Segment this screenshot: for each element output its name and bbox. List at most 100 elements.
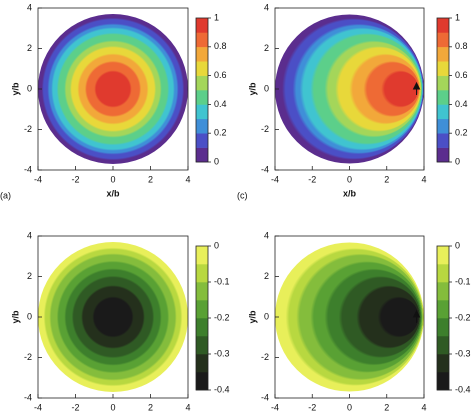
colorbar-tick-label: -0.2 — [214, 312, 230, 322]
panel-label: (c) — [237, 190, 248, 200]
colorbar-tick-label: 0.2 — [214, 128, 227, 138]
colorbar-band — [437, 300, 449, 319]
x-tick-label: 0 — [110, 174, 115, 184]
x-tick-label: -4 — [271, 174, 279, 184]
y-tick-label: -4 — [261, 164, 269, 174]
colorbar-band — [196, 32, 208, 48]
y-tick-label: 0 — [27, 311, 32, 321]
colorbar-frame — [436, 17, 450, 163]
colorbar-tick-label: 0 — [455, 240, 460, 250]
x-tick-label: 4 — [421, 174, 426, 184]
y-tick-label: -2 — [24, 124, 32, 134]
colorbar-tick-label: 0 — [214, 240, 219, 250]
y-tick-label: -4 — [24, 392, 32, 402]
colorbar-band — [437, 336, 449, 355]
colorbar-band — [437, 147, 449, 163]
x-tick-label: -4 — [34, 174, 42, 184]
colorbar-band — [196, 318, 208, 337]
colorbar-band — [437, 133, 449, 148]
y-tick-label: 0 — [264, 311, 269, 321]
colorbar-band — [437, 282, 449, 301]
colorbar-tick-label: -0.1 — [455, 276, 471, 286]
colorbar-tick-label: 0 — [214, 156, 219, 166]
x-tick-label: -4 — [34, 402, 42, 412]
colorbar-band — [196, 372, 208, 391]
colorbar-band — [437, 61, 449, 76]
x-tick-label: -2 — [308, 402, 316, 412]
colorbar-tick-label: -0.3 — [455, 348, 471, 358]
colorbar-tick-label: -0.4 — [455, 384, 471, 394]
y-tick-label: 4 — [27, 230, 32, 240]
y-tick-label: 4 — [27, 2, 32, 12]
y-tick-label: 2 — [264, 271, 269, 281]
colorbar-band — [196, 300, 208, 319]
y-tick-label: -2 — [261, 352, 269, 362]
y-tick-label: -2 — [261, 124, 269, 134]
colorbar-band — [437, 264, 449, 283]
y-tick-label: 2 — [27, 271, 32, 281]
x-axis-label: x/b — [106, 416, 120, 418]
marker-arrow — [412, 81, 421, 95]
panel-label: (a) — [0, 190, 11, 200]
marker-arrow — [412, 309, 421, 323]
x-tick-label: 0 — [347, 402, 352, 412]
colorbar-band — [196, 90, 208, 105]
x-tick-label: -2 — [308, 174, 316, 184]
colorbar-band — [437, 372, 449, 391]
field-disk — [275, 242, 424, 392]
field-disk — [275, 14, 424, 164]
y-tick-label: 2 — [264, 43, 269, 53]
colorbar-band — [196, 75, 208, 91]
colorbar-tick-label: 0.8 — [455, 41, 468, 51]
y-tick-label: -4 — [24, 164, 32, 174]
y-axis-label: y/b — [247, 310, 257, 324]
colorbar-band — [196, 104, 208, 120]
y-axis-label: y/b — [10, 82, 20, 96]
y-tick-label: 2 — [27, 43, 32, 53]
x-tick-label: 4 — [421, 402, 426, 412]
colorbar-band — [196, 264, 208, 283]
colorbar-tick-label: 0.4 — [214, 99, 227, 109]
y-tick-label: -2 — [24, 352, 32, 362]
colorbar-band — [437, 18, 449, 33]
colorbar-band — [437, 118, 449, 134]
x-tick-label: -4 — [271, 402, 279, 412]
y-tick-label: -4 — [261, 392, 269, 402]
colorbar-band — [437, 104, 449, 120]
colorbar-tick-label: -0.2 — [455, 312, 471, 322]
colorbar-tick-label: -0.1 — [214, 276, 230, 286]
colorbar-band — [196, 147, 208, 163]
colorbar-frame — [195, 17, 209, 163]
x-tick-label: 4 — [185, 174, 190, 184]
y-axis-label: y/b — [10, 310, 20, 324]
colorbar-tick-label: 0.8 — [214, 41, 227, 51]
field-disk — [38, 242, 188, 392]
field-disk — [38, 14, 188, 164]
colorbar-band — [196, 46, 208, 62]
colorbar-band — [196, 282, 208, 301]
y-axis-label: y/b — [247, 82, 257, 96]
colorbar-band — [196, 133, 208, 148]
x-tick-label: 2 — [148, 174, 153, 184]
colorbar-band — [437, 354, 449, 373]
x-axis-label: x/b — [343, 416, 357, 418]
colorbar-tick-label: -0.4 — [214, 384, 230, 394]
x-tick-label: -2 — [71, 174, 79, 184]
x-axis-label: x/b — [343, 188, 357, 198]
colorbar-band — [437, 318, 449, 337]
x-tick-label: 2 — [384, 174, 389, 184]
colorbar-band — [196, 18, 208, 33]
y-tick-label: 0 — [27, 83, 32, 93]
colorbar-tick-label: 0.4 — [455, 99, 468, 109]
colorbar-band — [196, 246, 208, 265]
x-axis-label: x/b — [106, 188, 120, 198]
colorbar-tick-label: -0.3 — [214, 348, 230, 358]
x-tick-label: -2 — [71, 402, 79, 412]
x-tick-label: 4 — [185, 402, 190, 412]
colorbar-band — [196, 118, 208, 134]
colorbar-tick-label: 0.6 — [214, 70, 227, 80]
colorbar-tick-label: 0.6 — [455, 70, 468, 80]
colorbar-band — [196, 336, 208, 355]
colorbar-tick-label: 1 — [455, 12, 460, 22]
